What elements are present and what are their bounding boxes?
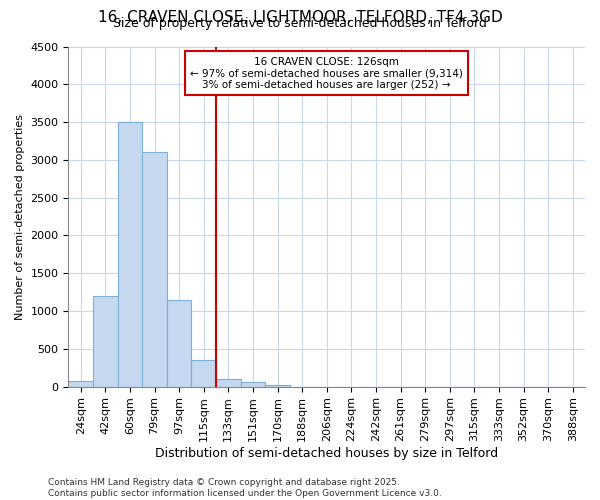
Bar (216, 378, 241, 386)
Text: 16, CRAVEN CLOSE, LIGHTMOOR, TELFORD, TF4 3GD: 16, CRAVEN CLOSE, LIGHTMOOR, TELFORD, TF… (98, 10, 502, 25)
Bar (93, 296, 118, 386)
Bar (118, 122, 142, 386)
Text: Contains HM Land Registry data © Crown copyright and database right 2025.
Contai: Contains HM Land Registry data © Crown c… (48, 478, 442, 498)
Bar (265, 384, 290, 386)
Bar (167, 300, 191, 386)
Bar (241, 382, 265, 386)
Text: Size of property relative to semi-detached houses in Telford: Size of property relative to semi-detach… (113, 18, 487, 30)
Y-axis label: Number of semi-detached properties: Number of semi-detached properties (15, 114, 25, 320)
X-axis label: Distribution of semi-detached houses by size in Telford: Distribution of semi-detached houses by … (155, 447, 498, 460)
Bar (191, 360, 216, 386)
Bar (68, 380, 93, 386)
Bar (142, 152, 167, 386)
Text: 16 CRAVEN CLOSE: 126sqm
← 97% of semi-detached houses are smaller (9,314)
3% of : 16 CRAVEN CLOSE: 126sqm ← 97% of semi-de… (190, 56, 463, 90)
